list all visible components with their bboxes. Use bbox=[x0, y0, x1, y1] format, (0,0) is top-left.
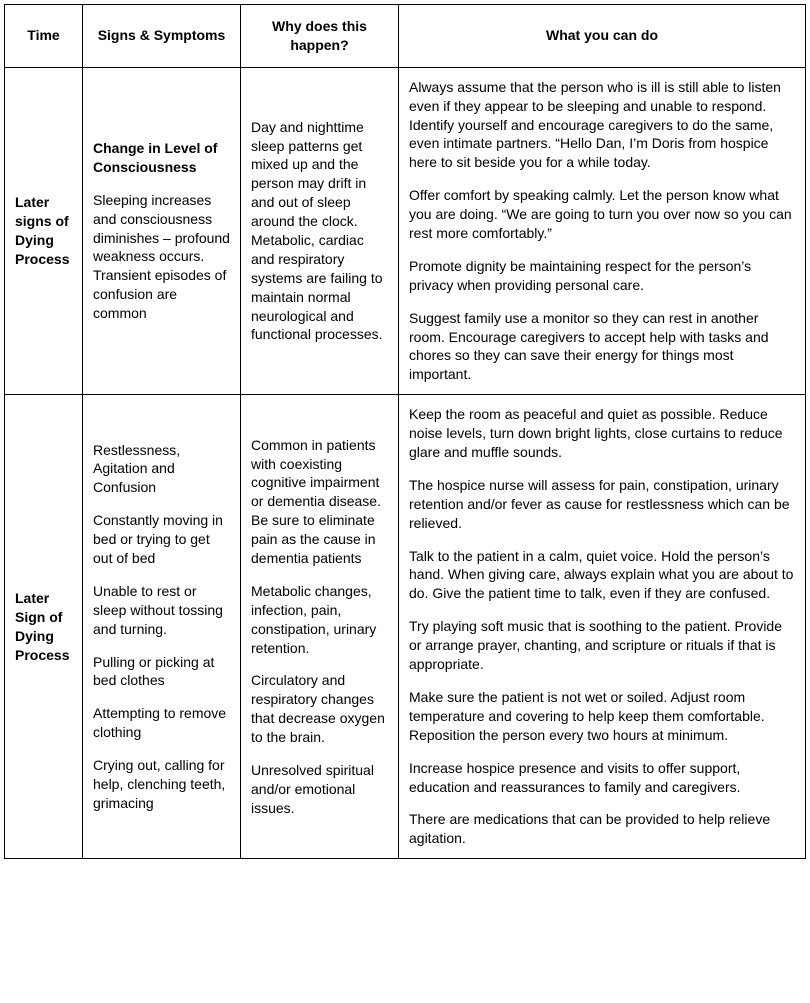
do-para: Try playing soft music that is soothing … bbox=[409, 617, 795, 674]
table-row: Later Sign of Dying Process Restlessness… bbox=[5, 395, 806, 859]
cell-time: Later Sign of Dying Process bbox=[5, 395, 83, 859]
do-para: Promote dignity be maintaining respect f… bbox=[409, 257, 795, 295]
do-para: Always assume that the person who is ill… bbox=[409, 78, 795, 172]
header-do: What you can do bbox=[399, 5, 806, 68]
dying-process-table: Time Signs & Symptoms Why does this happ… bbox=[4, 4, 806, 859]
do-para: There are medications that can be provid… bbox=[409, 810, 795, 848]
do-para: Make sure the patient is not wet or soil… bbox=[409, 688, 795, 745]
signs-para: Pulling or picking at bed clothes bbox=[93, 653, 230, 691]
cell-why: Common in patients with coexisting cogni… bbox=[241, 395, 399, 859]
table-header-row: Time Signs & Symptoms Why does this happ… bbox=[5, 5, 806, 68]
do-para: Increase hospice presence and visits to … bbox=[409, 759, 795, 797]
signs-para: Constantly moving in bed or trying to ge… bbox=[93, 511, 230, 568]
signs-para: Restlessness, Agitation and Confusion bbox=[93, 441, 230, 498]
do-para: Offer comfort by speaking calmly. Let th… bbox=[409, 186, 795, 243]
do-para: The hospice nurse will assess for pain, … bbox=[409, 476, 795, 533]
signs-title: Change in Level of Consciousness bbox=[93, 140, 217, 175]
cell-signs: Restlessness, Agitation and Confusion Co… bbox=[83, 395, 241, 859]
cell-do: Keep the room as peaceful and quiet as p… bbox=[399, 395, 806, 859]
do-para: Talk to the patient in a calm, quiet voi… bbox=[409, 547, 795, 604]
signs-para: Unable to rest or sleep without tossing … bbox=[93, 582, 230, 639]
header-why: Why does this happen? bbox=[241, 5, 399, 68]
why-para: Common in patients with coexisting cogni… bbox=[251, 436, 388, 568]
signs-para: Attempting to remove clothing bbox=[93, 704, 230, 742]
why-para: Metabolic changes, infection, pain, cons… bbox=[251, 582, 388, 658]
header-time: Time bbox=[5, 5, 83, 68]
why-para: Circulatory and respiratory changes that… bbox=[251, 671, 388, 747]
why-para: Unresolved spiritual and/or emotional is… bbox=[251, 761, 388, 818]
header-signs: Signs & Symptoms bbox=[83, 5, 241, 68]
table-row: Later signs of Dying Process Change in L… bbox=[5, 67, 806, 394]
cell-time: Later signs of Dying Process bbox=[5, 67, 83, 394]
do-para: Suggest family use a monitor so they can… bbox=[409, 309, 795, 385]
cell-signs: Change in Level of Consciousness Sleepin… bbox=[83, 67, 241, 394]
signs-body: Sleeping increases and consciousness dim… bbox=[93, 191, 230, 323]
cell-do: Always assume that the person who is ill… bbox=[399, 67, 806, 394]
signs-para: Crying out, calling for help, clenching … bbox=[93, 756, 230, 813]
cell-why: Day and nighttime sleep patterns get mix… bbox=[241, 67, 399, 394]
do-para: Keep the room as peaceful and quiet as p… bbox=[409, 405, 795, 462]
